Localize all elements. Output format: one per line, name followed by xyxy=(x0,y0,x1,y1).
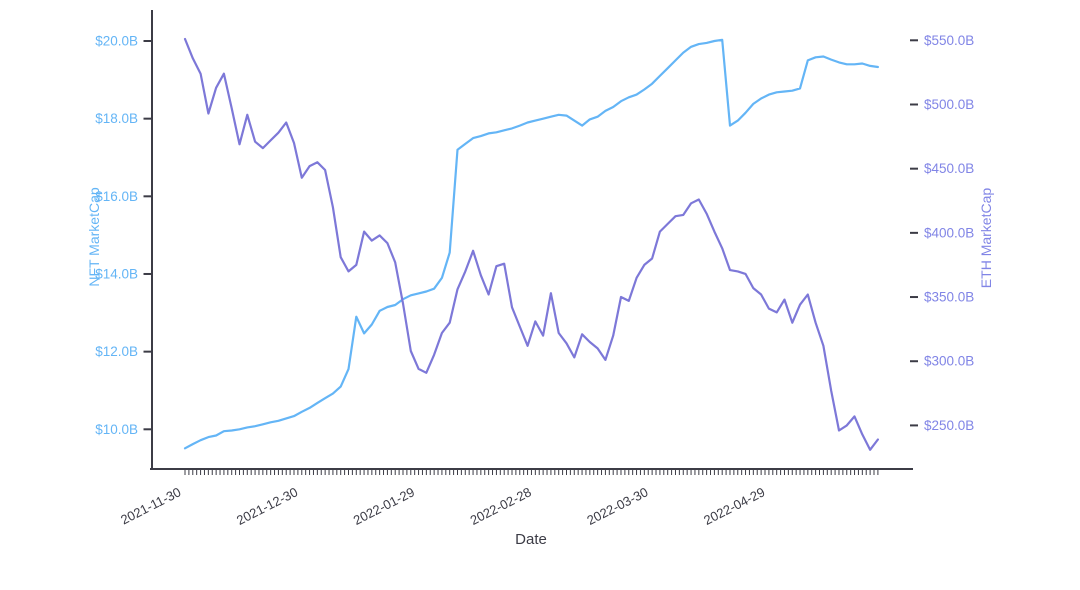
right-axis-ticks: $550.0B $500.0B $450.0B $400.0B $350.0B $300.… xyxy=(910,33,974,433)
left-tick-label: $18.0B xyxy=(95,111,138,126)
x-tick-label: 2022-03-30 xyxy=(584,484,650,528)
x-tick-label: 2022-01-29 xyxy=(351,484,417,528)
left-tick-label: $14.0B xyxy=(95,266,138,281)
series-lines xyxy=(183,37,879,451)
right-tick-label: $250.0B xyxy=(924,418,974,433)
right-tick-label: $450.0B xyxy=(924,161,974,176)
right-tick-label: $400.0B xyxy=(924,225,974,240)
left-tick-label: $16.0B xyxy=(95,189,138,204)
right-tick-label: $550.0B xyxy=(924,33,974,48)
right-tick-label: $300.0B xyxy=(924,354,974,369)
nft-marketcap-line xyxy=(183,38,879,450)
x-tick-label: 2021-11-30 xyxy=(118,484,183,527)
left-tick-label: $10.0B xyxy=(95,422,138,437)
eth-marketcap-line xyxy=(183,37,879,451)
x-axis-tick-labels: 2021-11-30 2021-12-30 2022-01-29 2022-02-28… xyxy=(118,484,767,528)
x-tick-label: 2022-04-29 xyxy=(701,484,767,528)
left-axis-ticks: $20.0B $18.0B $16.0B $14.0B $12.0B $10.0B xyxy=(95,34,152,437)
left-tick-label: $12.0B xyxy=(95,344,138,359)
right-axis-title: ETH MarketCap xyxy=(978,188,994,289)
x-axis-title: Date xyxy=(515,531,547,548)
x-minor-ticks xyxy=(184,470,879,475)
right-tick-label: $350.0B xyxy=(924,290,974,305)
x-tick-label: 2022-02-28 xyxy=(468,484,534,528)
right-tick-label: $500.0B xyxy=(924,97,974,112)
left-tick-label: $20.0B xyxy=(95,34,138,49)
x-tick-label: 2021-12-30 xyxy=(234,484,300,528)
left-axis-title: NFT MarketCap xyxy=(86,187,102,287)
